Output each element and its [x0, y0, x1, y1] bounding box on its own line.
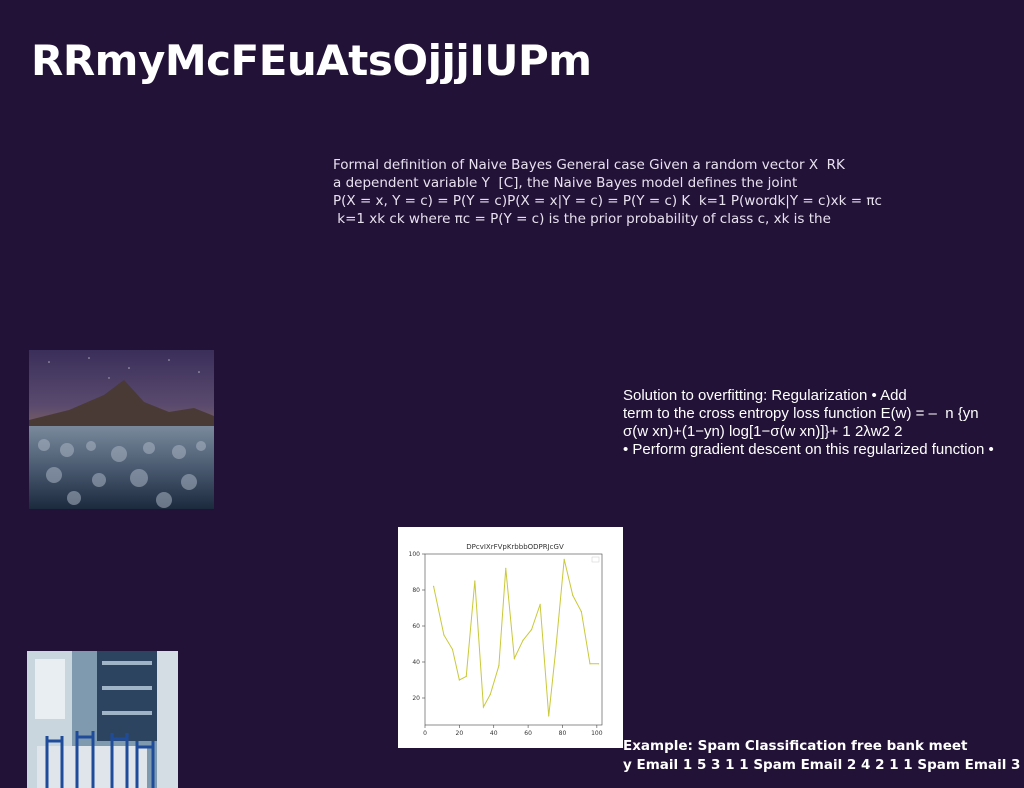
data-point	[522, 640, 523, 641]
data-point	[572, 595, 573, 596]
x-tick-label: 60	[524, 730, 532, 737]
y-tick-label: 20	[412, 695, 420, 702]
y-tick-label: 40	[412, 659, 420, 666]
text-line: σ(w xn)+(1−yn) log[1−σ(w xn)]}+ 1 2λ w 2…	[623, 423, 994, 441]
x-tick-label: 20	[456, 730, 464, 737]
mountain-photo	[29, 350, 214, 509]
data-point	[555, 651, 556, 652]
data-point	[466, 676, 467, 677]
data-point	[474, 580, 475, 581]
regularization-text: Solution to overfitting: Regularization …	[623, 387, 994, 459]
kitchen-photo	[27, 651, 178, 788]
data-point	[505, 568, 506, 569]
data-point	[452, 649, 453, 650]
x-tick-label: 80	[559, 730, 567, 737]
data-point	[483, 706, 484, 707]
data-point	[581, 611, 582, 612]
y-tick-label: 60	[412, 623, 420, 630]
text-line: k=1 xk ck where πc = P(Y = c) is the pri…	[333, 210, 882, 228]
text-line: Solution to overfitting: Regularization …	[623, 387, 994, 405]
data-point	[514, 658, 515, 659]
text-line: Example: Spam Classification free bank m…	[623, 737, 1024, 756]
data-point	[598, 663, 599, 664]
mountain-image	[29, 350, 214, 509]
kitchen-image	[27, 651, 178, 788]
data-point	[443, 634, 444, 635]
y-tick-label: 80	[412, 587, 420, 594]
series-line	[434, 559, 599, 716]
line-chart-svg: DPcvIXrFVpKrbbbODPRJcGV 0 20 40 60 80 100 20 40…	[398, 527, 623, 748]
plot-frame	[425, 554, 602, 725]
legend-box	[592, 557, 599, 562]
spam-example-text: Example: Spam Classification free bank m…	[623, 737, 1024, 775]
text-line: term to the cross entropy loss function …	[623, 405, 994, 423]
data-point	[459, 679, 460, 680]
chart-title: DPcvIXrFVpKrbbbODPRJcGV	[466, 543, 564, 551]
naive-bayes-text: Formal definition of Naive Bayes General…	[333, 156, 882, 228]
x-tick-label: 100	[591, 730, 603, 737]
data-point	[564, 559, 565, 560]
data-point	[433, 586, 434, 587]
text-line: P(X = x, Y = c) = P(Y = c)P(X = x|Y = c)…	[333, 192, 882, 210]
data-point	[589, 663, 590, 664]
data-point	[490, 694, 491, 695]
page-title: RRmyMcFEuAtsOjjjIUPm	[31, 36, 592, 85]
data-point	[498, 665, 499, 666]
data-point	[531, 629, 532, 630]
data-point	[548, 715, 549, 716]
x-tick-label: 40	[490, 730, 498, 737]
y-tick-label: 100	[409, 551, 421, 558]
x-tick-label: 0	[423, 730, 427, 737]
line-chart: DPcvIXrFVpKrbbbODPRJcGV 0 20 40 60 80 100 20 40…	[398, 527, 623, 748]
text-line: y Email 1 5 3 1 1 Spam Email 2 4 2 1 1 S…	[623, 756, 1024, 775]
text-line: • Perform gradient descent on this regul…	[623, 441, 994, 459]
data-point	[540, 604, 541, 605]
text-line: Formal definition of Naive Bayes General…	[333, 156, 882, 174]
text-line: a dependent variable Y [C], the Naive Ba…	[333, 174, 882, 192]
